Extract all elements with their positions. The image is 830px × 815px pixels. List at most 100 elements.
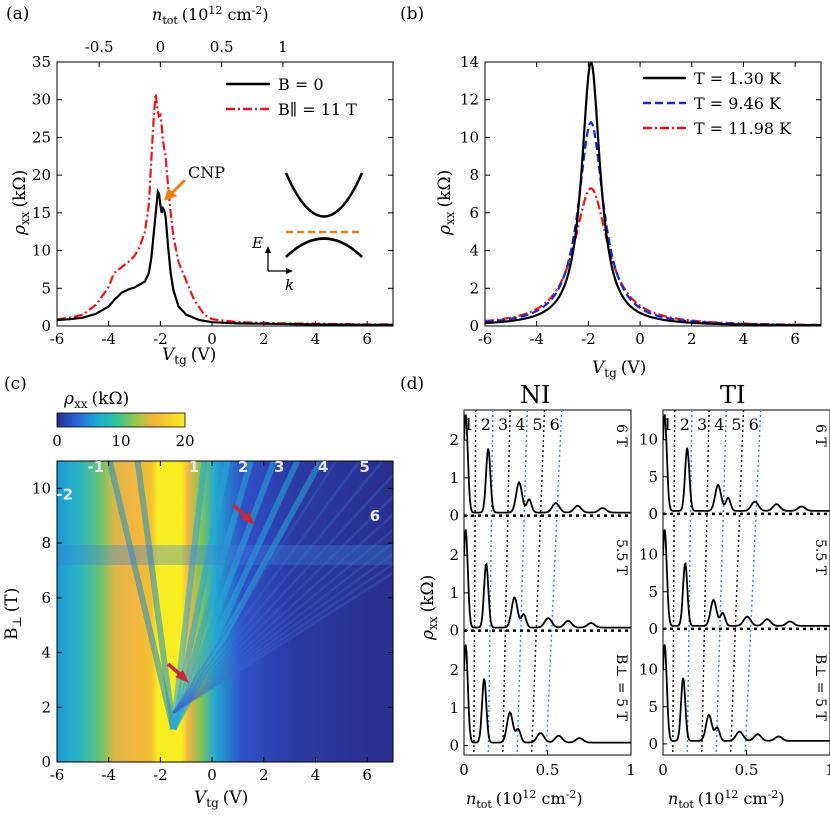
panel-c-ytick-label: 0 xyxy=(41,753,51,771)
panel-d-ytick-label: 0 xyxy=(449,507,459,525)
fan-label: -2 xyxy=(56,485,73,503)
ll-label: 4 xyxy=(714,415,724,434)
panel-b-xtick-label: 0 xyxy=(635,330,645,348)
fan-arrow-lower-head xyxy=(175,670,189,683)
ll-guide-line xyxy=(715,410,727,755)
ll-label: 5 xyxy=(731,415,741,434)
colorbar-gradient xyxy=(56,412,186,428)
panel-d-ytick-label: 2 xyxy=(449,431,459,449)
colorbar-tick-label: 0 xyxy=(52,432,62,450)
panel-b-ytick-label: 10 xyxy=(460,128,479,146)
panel-b-xtick-label: 6 xyxy=(790,330,800,348)
conduction-band xyxy=(284,172,364,218)
inset-energy-label: E xyxy=(251,234,263,252)
ll-label: 2 xyxy=(680,415,690,434)
ll-label: 1 xyxy=(464,415,474,434)
fan-label: 2 xyxy=(238,458,248,476)
panel-c-xtick-label: -2 xyxy=(153,766,168,784)
fan-label: 5 xyxy=(359,458,369,476)
panel-a-series xyxy=(57,93,393,326)
ll-label: 2 xyxy=(481,415,491,434)
panel-d-ytick-label: 5 xyxy=(648,583,658,601)
legend-label-bpar: B∥ = 11 T xyxy=(278,100,357,119)
cnp-arrow-head xyxy=(164,188,177,201)
panel-a-ylabel: ρxx(kΩ) xyxy=(10,170,32,236)
panel-c-ytick-label: 2 xyxy=(41,698,51,716)
panel-label-c: (c) xyxy=(4,374,27,394)
panel-d-xtick-label: 0 xyxy=(459,761,469,779)
panel-a-top-tick-label: 0.5 xyxy=(210,38,234,56)
rho-curve-ni xyxy=(464,414,631,514)
inset-k-label: k xyxy=(285,276,294,294)
panel-d-ytick-label: 0 xyxy=(449,622,459,640)
panel-a-frame xyxy=(56,61,394,327)
fan-line xyxy=(170,461,254,730)
fan-line xyxy=(170,461,277,731)
panel-d-xtick-label: 0.5 xyxy=(536,761,560,779)
panel-label-d: (d) xyxy=(400,374,424,394)
rho-curve-ti xyxy=(663,529,830,627)
panel-a-top-tick-label: 0 xyxy=(156,38,166,56)
fan-label: 3 xyxy=(274,458,284,476)
panel-a-ytick-label: 10 xyxy=(32,242,51,260)
panel-b-xtick-label: -2 xyxy=(581,330,596,348)
panel-c-xtick-label: -6 xyxy=(50,766,65,784)
panel-a-xtick-label: -6 xyxy=(50,330,65,348)
panel-d-ytick-label: 5 xyxy=(648,468,658,486)
field-label: B⊥ = 5 T xyxy=(812,654,828,721)
fan-line-faint xyxy=(172,461,338,714)
panel-d-xlabel-ni: ntot (1012 cm-2) xyxy=(466,788,583,811)
legend-label-b0: B = 0 xyxy=(278,75,324,94)
fan-line xyxy=(170,461,301,731)
fan-arrow-upper-head xyxy=(241,512,255,525)
ll-label: 1 xyxy=(663,415,673,434)
fan-label: -1 xyxy=(87,458,104,476)
panel-d-xtick-label: 1 xyxy=(825,761,830,779)
column-title-ti: TI xyxy=(720,381,746,409)
landau-fan xyxy=(106,461,393,731)
panel-d-curves-ti xyxy=(663,410,830,755)
colorbar: ρxx (kΩ) 0 10 20 xyxy=(52,389,194,450)
panel-c-xtick-label: 4 xyxy=(311,766,321,784)
cnp-label: CNP xyxy=(188,163,225,182)
ll-guide-line xyxy=(729,410,745,755)
fan-labels: -2 -1 1 2 3 4 5 6 xyxy=(56,458,380,525)
fan-line-faint xyxy=(172,461,361,714)
ll-guide-line xyxy=(502,410,511,755)
panel-c-xlabel: Vtg (V) xyxy=(194,788,248,810)
cnp-annotation: CNP xyxy=(164,163,225,201)
fan-label: 1 xyxy=(189,458,199,476)
panel-b: (b) -6 -4 -2 0 2 4 6 0 2 4 6 8 10 12 14 T = 1.30 K T =… xyxy=(400,4,822,380)
panel-d-ytick-label: 0 xyxy=(449,737,459,755)
ll-guide-line xyxy=(545,410,563,755)
panel-d-ytick-label: 1 xyxy=(449,469,459,487)
ll-guide-line xyxy=(530,410,546,755)
panel-a-xlabel: Vtg (V) xyxy=(162,345,216,367)
ll-guide-line xyxy=(672,410,676,755)
legend-label-t1198: T = 11.98 K xyxy=(694,119,792,138)
colorbar-title: ρxx (kΩ) xyxy=(63,389,129,411)
panel-a-ytick-label: 5 xyxy=(41,279,51,297)
panel-b-legend: T = 1.30 K T = 9.46 K T = 11.98 K xyxy=(643,69,792,138)
panel-b-ytick-label: 4 xyxy=(469,242,479,260)
panel-b-xtick-label: -6 xyxy=(478,330,493,348)
band-inset: E k xyxy=(251,172,364,294)
panel-d-ytick-label: 2 xyxy=(449,661,459,679)
panel-a-xtick-label: 0 xyxy=(207,330,217,348)
ll-label: 6 xyxy=(749,415,759,434)
panel-b-xtick-label: -4 xyxy=(529,330,544,348)
panel-c-ytick-label: 4 xyxy=(41,644,51,662)
field-label: 5.5 T xyxy=(613,539,629,576)
panel-d-ytick-label: 0 xyxy=(648,505,658,523)
fan-label: 4 xyxy=(318,458,328,476)
panel-d-ytick-label: 0 xyxy=(648,735,658,753)
series-line-blue xyxy=(485,120,821,326)
panel-a-legend: B = 0 B∥ = 11 T xyxy=(226,75,357,119)
panel-a-ytick-label: 0 xyxy=(41,317,51,335)
panel-d-ytick-label: 2 xyxy=(449,546,459,564)
panel-d-ytick-label: 10 xyxy=(639,546,658,564)
ll-guide-line xyxy=(473,410,477,755)
panel-d-xtick-label: 1 xyxy=(626,761,636,779)
panel-c-xtick-label: -4 xyxy=(101,766,116,784)
